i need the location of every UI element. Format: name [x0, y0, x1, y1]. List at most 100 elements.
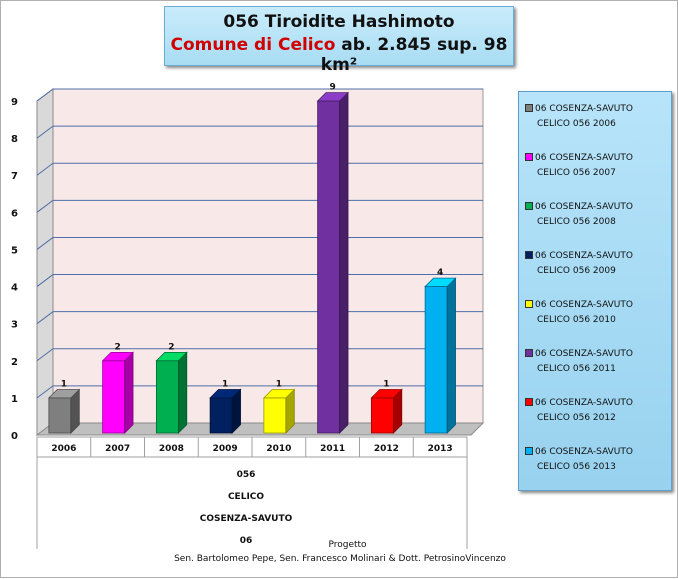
legend-label-line2: CELICO 056 2013 — [537, 462, 616, 472]
data-label: 1 — [276, 379, 282, 389]
x-tick-label: 2010 — [266, 444, 291, 454]
y-tick-label: 5 — [11, 245, 18, 256]
bar-2010 — [263, 397, 287, 434]
legend-label-line2: CELICO 056 2012 — [537, 413, 616, 423]
bar-side-2011 — [339, 91, 349, 434]
chart-subtitle-rest: ab. 2.845 sup. 98 km² — [320, 35, 508, 75]
legend-label-line1: 06 COSENZA-SAVUTO — [535, 398, 633, 408]
data-label: 9 — [329, 83, 335, 93]
bar-top-2012 — [370, 389, 403, 399]
gridline-side — [36, 125, 54, 139]
bar-side-2007 — [124, 351, 134, 434]
legend-label-line2: CELICO 056 2010 — [537, 315, 616, 325]
chart-title-box: 056 Tiroidite Hashimoto Comune di Celico… — [164, 6, 514, 75]
legend-label-line1: 06 COSENZA-SAVUTO — [535, 202, 633, 212]
chart-side-wall — [36, 88, 54, 436]
legend-label-line1: 06 COSENZA-SAVUTO — [535, 153, 633, 163]
gridline-side — [36, 274, 54, 287]
bar-top-2007 — [101, 351, 134, 362]
legend-swatch — [525, 202, 533, 210]
data-label: 1 — [61, 379, 67, 389]
legend-swatch — [525, 104, 533, 112]
bar-2013 — [424, 286, 448, 434]
x-tick-label: 2011 — [320, 444, 345, 454]
gridline-side — [36, 162, 54, 176]
y-tick-label: 7 — [11, 171, 18, 182]
bar-side-2013 — [446, 277, 456, 434]
y-tick-label: 2 — [11, 357, 18, 368]
legend-item: 06 COSENZA-SAVUTO CELICO 056 2007 — [525, 151, 671, 181]
y-tick-label: 3 — [11, 320, 18, 331]
legend: 06 COSENZA-SAVUTO CELICO 056 2006 06 COSEN… — [518, 91, 672, 491]
gridline-side — [36, 348, 54, 362]
y-tick-label: 1 — [11, 394, 18, 405]
legend-item: 06 COSENZA-SAVUTO CELICO 056 2008 — [525, 200, 671, 230]
legend-swatch — [525, 447, 533, 455]
data-label: 4 — [437, 268, 443, 278]
group-label: CELICO — [228, 492, 264, 502]
y-tick-label: 9 — [11, 97, 18, 108]
legend-label-line1: 06 COSENZA-SAVUTO — [535, 251, 633, 261]
y-tick-label: 4 — [11, 283, 18, 294]
chart-subtitle: Comune di Celico ab. 2.845 sup. 98 km² — [165, 35, 513, 75]
x-tick-label: 2007 — [105, 444, 130, 454]
bar-2011 — [317, 100, 341, 434]
legend-swatch — [525, 153, 533, 161]
data-label: 2 — [114, 342, 120, 352]
bar-side-2008 — [177, 351, 188, 434]
data-label: 2 — [168, 342, 174, 352]
legend-item: 06 COSENZA-SAVUTO CELICO 056 2006 — [525, 102, 671, 132]
bar-2006 — [48, 397, 72, 434]
y-tick-label: 8 — [11, 134, 18, 145]
footer-credits: Sen. Bartolomeo Pepe, Sen. Francesco Mol… — [174, 554, 506, 564]
gridline-side — [36, 88, 54, 102]
data-label: 1 — [222, 379, 228, 389]
x-tick-label: 2008 — [159, 444, 184, 454]
legend-swatch — [525, 349, 533, 357]
bar-top-2011 — [316, 92, 349, 102]
legend-item: 06 COSENZA-SAVUTO CELICO 056 2010 — [525, 298, 671, 328]
chart-title: 056 Tiroidite Hashimoto — [223, 12, 455, 32]
gridline-side — [36, 199, 54, 213]
bar-2007 — [102, 360, 126, 434]
gridline-side — [36, 237, 54, 250]
bar-top-2009 — [209, 389, 242, 399]
x-tick-label: 2009 — [213, 444, 238, 454]
bar-top-2010 — [262, 389, 296, 399]
legend-label-line2: CELICO 056 2009 — [537, 266, 616, 276]
x-tick-label: 2006 — [51, 444, 76, 454]
legend-label-line2: CELICO 056 2011 — [537, 364, 616, 374]
legend-label-line1: 06 COSENZA-SAVUTO — [535, 300, 633, 310]
legend-label-line2: CELICO 056 2007 — [537, 168, 616, 178]
y-tick-label: 6 — [11, 208, 18, 219]
footer-project: Progetto — [328, 540, 367, 550]
legend-label-line1: 06 COSENZA-SAVUTO — [535, 349, 633, 359]
legend-item: 06 COSENZA-SAVUTO CELICO 056 2011 — [525, 347, 671, 377]
x-tick-label: 2012 — [374, 444, 399, 454]
legend-label-line1: 06 COSENZA-SAVUTO — [535, 447, 633, 457]
gridline-side — [36, 311, 54, 325]
group-label: 06 — [240, 536, 253, 546]
legend-item: 06 COSENZA-SAVUTO CELICO 056 2009 — [525, 249, 671, 279]
legend-item: 06 COSENZA-SAVUTO CELICO 056 2013 — [525, 445, 671, 475]
legend-swatch — [525, 398, 533, 406]
bar-top-2006 — [47, 389, 81, 399]
x-tick-label: 2013 — [428, 444, 453, 454]
chart-subtitle-comune: Comune di Celico — [170, 35, 336, 55]
bar-top-2013 — [424, 277, 457, 287]
legend-swatch — [525, 300, 533, 308]
bar-2012 — [370, 397, 394, 434]
bar-2008 — [155, 360, 179, 434]
group-label: COSENZA-SAVUTO — [200, 514, 293, 524]
legend-swatch — [525, 251, 533, 259]
gridline-side — [36, 385, 54, 399]
legend-label-line2: CELICO 056 2008 — [537, 217, 616, 227]
legend-item: 06 COSENZA-SAVUTO CELICO 056 2012 — [525, 396, 671, 426]
bar-top-2008 — [155, 351, 188, 362]
bar-2009 — [209, 397, 233, 434]
data-label: 1 — [383, 379, 389, 389]
group-label: 056 — [237, 470, 256, 480]
legend-label-line2: CELICO 056 2006 — [537, 119, 616, 129]
